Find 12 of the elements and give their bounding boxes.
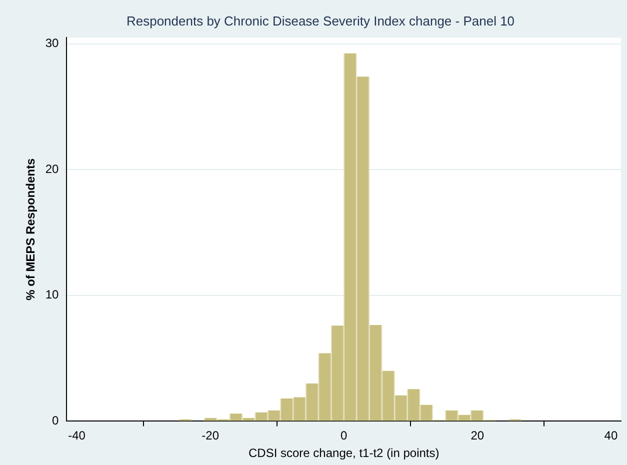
y-tick-label: 10 bbox=[45, 288, 60, 302]
x-tick-label: 0 bbox=[340, 428, 348, 443]
chart-title: Respondents by Chronic Disease Severity Index change - Panel 10 bbox=[126, 13, 515, 28]
x-tick-label: 20 bbox=[470, 428, 484, 443]
y-axis-title: % of MEPS Respondents bbox=[24, 158, 38, 300]
x-axis-title: CDSI score change, t1-t2 (in points) bbox=[248, 446, 440, 460]
x-tick-label: -20 bbox=[202, 428, 220, 443]
y-tick-label: 0 bbox=[52, 414, 60, 428]
y-tick-label: 30 bbox=[45, 36, 60, 50]
x-tick-label: 40 bbox=[604, 428, 618, 443]
y-tick-label: 20 bbox=[45, 162, 60, 176]
x-tick-label: -40 bbox=[68, 428, 86, 443]
